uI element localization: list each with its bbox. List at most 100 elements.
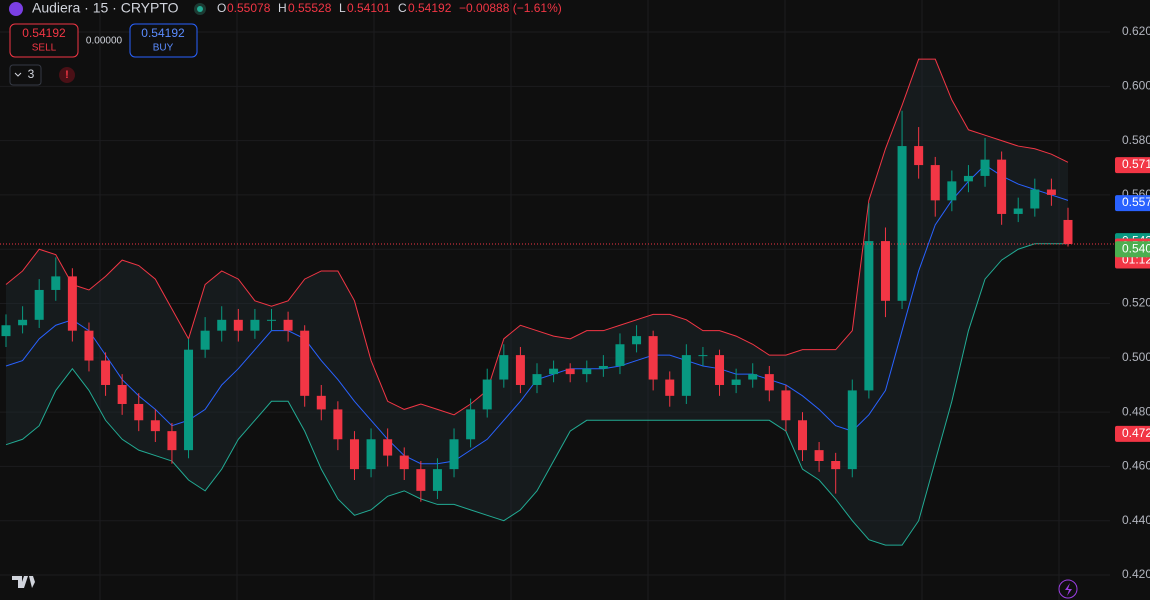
y-tick-label: 0.500 — [1122, 350, 1150, 364]
y-tick-label: 0.420 — [1122, 567, 1150, 581]
candle-body — [150, 420, 160, 432]
candle-body — [399, 455, 409, 470]
candle-body — [1063, 219, 1073, 245]
price-badge-label: 0.540 — [1122, 241, 1150, 255]
candle-body — [880, 241, 890, 301]
candle-body — [781, 390, 791, 421]
candle-body — [1030, 189, 1040, 209]
indicators-toggle[interactable] — [9, 64, 42, 86]
grid — [0, 0, 1110, 600]
candle-body — [101, 360, 111, 385]
candle-body — [847, 390, 857, 470]
ohlc-value: 0.55078 — [227, 1, 271, 15]
candle-body — [1013, 208, 1023, 214]
candle-body — [283, 319, 293, 331]
candle-body — [549, 368, 559, 375]
sell-label: SELL — [32, 43, 57, 54]
candle-body — [416, 469, 426, 491]
ohlc-key: L — [339, 1, 346, 15]
candle-body — [963, 175, 973, 182]
candle-body — [184, 349, 194, 451]
candle-body — [1046, 189, 1056, 195]
candle-body — [731, 379, 741, 385]
price-badge — [1115, 195, 1150, 212]
candle-body — [681, 355, 691, 396]
band-line — [5, 243, 1068, 546]
candle-body — [267, 319, 276, 321]
buy-button[interactable] — [129, 23, 198, 58]
candle-body — [34, 289, 44, 320]
candle-body — [250, 319, 260, 331]
buy-label: BUY — [153, 43, 174, 54]
candle-body — [980, 159, 990, 176]
y-tick-label: 0.620 — [1122, 24, 1150, 38]
candle-body — [134, 403, 144, 421]
candle-body — [117, 384, 127, 404]
candle-body — [167, 431, 177, 451]
candle-body — [316, 395, 326, 410]
candle-body — [217, 319, 227, 331]
candle-body — [349, 439, 359, 470]
candle-body — [748, 374, 758, 380]
price-badge — [1115, 241, 1150, 258]
candle-body — [914, 146, 924, 166]
y-tick-label: 0.480 — [1122, 404, 1150, 418]
candle-body — [18, 319, 28, 326]
y-tick-label: 0.600 — [1122, 79, 1150, 93]
y-tick-label: 0.580 — [1122, 133, 1150, 147]
candle-body — [814, 450, 824, 461]
ohlc-value: 0.55528 — [288, 1, 332, 15]
candle-body — [1, 325, 11, 337]
candle-body — [715, 355, 725, 385]
candle-body — [515, 355, 525, 385]
candle-body — [366, 439, 376, 470]
price-badge-label: 0.472 — [1122, 426, 1150, 440]
ohlc-key: C — [398, 1, 407, 15]
candle-body — [864, 241, 874, 391]
y-tick-label: 0.440 — [1122, 513, 1150, 527]
ui: Audiera · 15 · CRYPTO O 0.55078 H 0.5552… — [9, 0, 1078, 599]
price-axis: 0.4200.4400.4600.4800.5000.5200.5400.560… — [1115, 24, 1150, 581]
candle-body — [598, 365, 608, 369]
price-badge — [1115, 157, 1150, 174]
candle-body — [930, 165, 940, 201]
candle-body — [565, 368, 575, 375]
candle-body — [466, 409, 476, 440]
candle-body — [582, 368, 592, 375]
candle-body — [897, 146, 907, 301]
symbol[interactable]: Audiera · 15 · CRYPTO — [32, 0, 179, 16]
candle-body — [947, 181, 957, 201]
lightning-button[interactable] — [1058, 579, 1078, 599]
candle-body — [499, 355, 509, 380]
candle-body — [300, 330, 310, 396]
candle-body — [997, 159, 1007, 214]
y-tick-label: 0.520 — [1122, 296, 1150, 310]
candle-body — [482, 379, 492, 410]
candle-body — [632, 336, 642, 345]
candle-body — [648, 336, 658, 380]
candle-body — [233, 319, 243, 331]
candle-body — [383, 439, 393, 456]
status-dot — [197, 6, 203, 12]
candle-body — [333, 409, 343, 440]
candle-body — [51, 276, 61, 290]
alert-icon[interactable] — [59, 67, 75, 83]
y-tick-label: 0.460 — [1122, 459, 1150, 473]
change: −0.00888 (−1.61%) — [459, 1, 562, 15]
sell-button[interactable] — [9, 23, 79, 58]
candle-body — [449, 439, 459, 470]
lightning — [1065, 583, 1072, 596]
candle-body — [831, 460, 841, 470]
candle-body — [67, 276, 77, 331]
candle-body — [432, 469, 442, 491]
price-badge-label: 0.571 — [1122, 157, 1150, 171]
price-badge-label: 0.557 — [1122, 195, 1150, 209]
candle-body — [798, 420, 807, 451]
candle-body — [615, 344, 625, 366]
candle-body — [532, 374, 542, 385]
ohlc-key: H — [278, 1, 287, 15]
ohlc-value: 0.54192 — [408, 1, 452, 15]
candle-body — [698, 355, 708, 357]
